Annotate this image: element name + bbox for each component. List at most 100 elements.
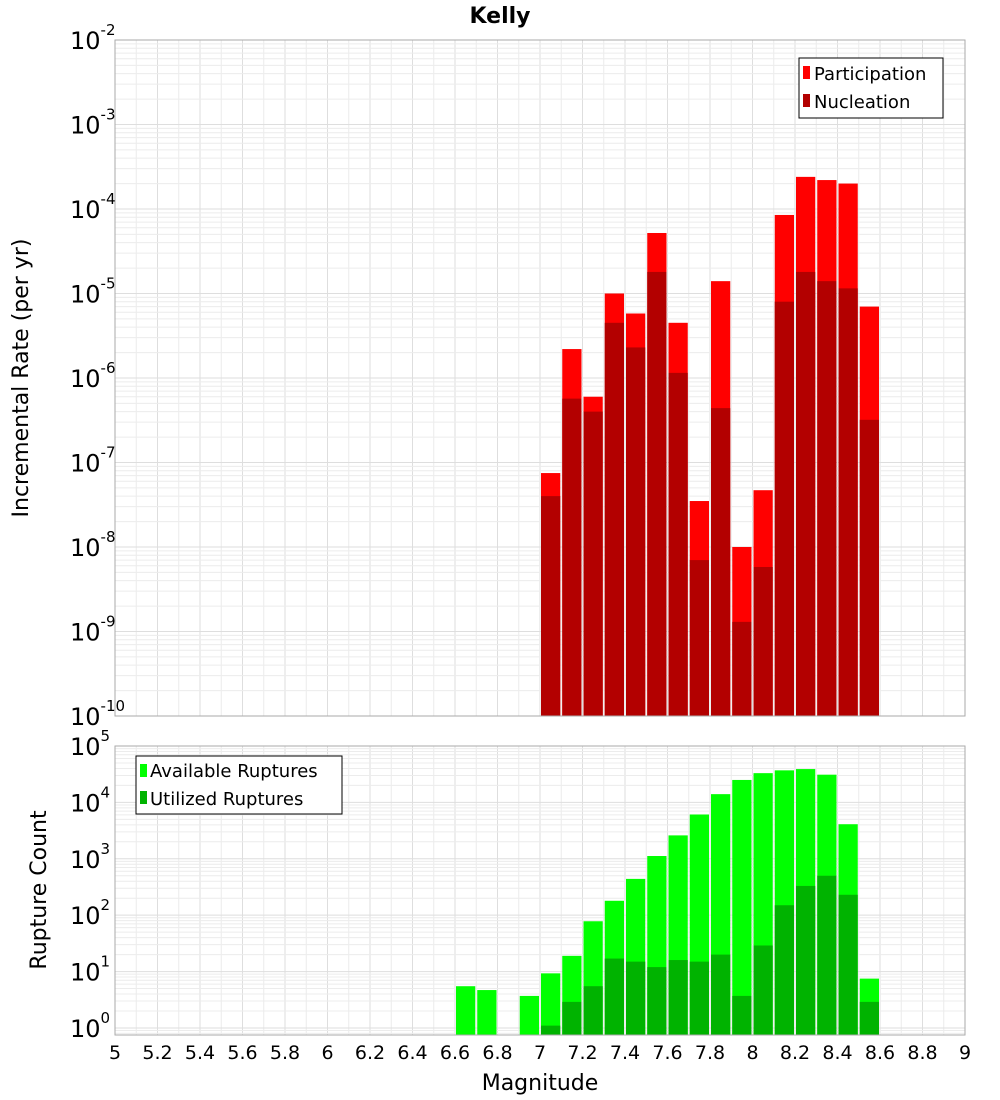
bottom-legend-box [135, 755, 343, 815]
legend-label-available: Available Ruptures [150, 761, 318, 782]
top-bar-b [668, 372, 688, 716]
top-bar-b [647, 271, 667, 716]
legend-swatch-participation [803, 66, 810, 79]
bottom-bar-b [604, 958, 624, 1035]
bottom-bar-b [541, 1025, 561, 1035]
top-y-tick-label: 10-3 [70, 106, 116, 140]
top-legend: Participation Nucleation [798, 57, 944, 119]
bottom-y-axis-label: Rupture Count [27, 810, 52, 970]
top-y-tick-label: 10-7 [70, 444, 116, 478]
x-tick-label: 6.6 [440, 1042, 470, 1064]
top-y-tick-label: 10-2 [70, 21, 116, 55]
legend-swatch-utilized [140, 791, 147, 804]
top-panel: 10-10 10-9 10-8 10-7 10-6 10-5 10-4 10-3 10-2 In… [9, 21, 966, 731]
bottom-bar-b [859, 1001, 879, 1035]
bottom-bar-a [477, 990, 497, 1035]
legend-label-participation: Participation [814, 64, 926, 85]
top-bar-b [562, 398, 582, 716]
x-tick-label: 5.2 [142, 1042, 172, 1064]
x-tick-label: 6.8 [482, 1042, 512, 1064]
bottom-y-tick-label: 101 [70, 953, 110, 987]
top-y-tick-label: 10-8 [70, 528, 116, 562]
x-tick-label: 8.8 [907, 1042, 937, 1064]
legend-swatch-available [140, 764, 147, 777]
x-tick-label: 7.8 [695, 1042, 725, 1064]
bottom-bar-b [774, 905, 794, 1035]
top-y-tick-label: 10-6 [70, 359, 116, 393]
bottom-bar-a [732, 779, 752, 1035]
top-bar-b [732, 621, 752, 716]
bottom-y-tick-label: 104 [70, 783, 110, 817]
x-tick-label: 5.6 [227, 1042, 257, 1064]
bottom-y-ticks: 100 101 102 103 104 105 [70, 727, 110, 1043]
top-bar-b [711, 408, 731, 716]
bottom-bar-b [562, 1001, 582, 1035]
bottom-bar-b [817, 875, 837, 1035]
bottom-bar-b [796, 885, 816, 1035]
top-bar-b [753, 566, 773, 716]
chart-title: Kelly [469, 4, 530, 29]
top-bar-b [817, 281, 837, 716]
top-y-ticks: 10-10 10-9 10-8 10-7 10-6 10-5 10-4 10-3 10-2 [70, 21, 125, 731]
bottom-bar-b [689, 961, 709, 1035]
bottom-bar-b [711, 954, 731, 1035]
x-tick-label: 5.8 [270, 1042, 300, 1064]
bottom-y-tick-label: 105 [70, 727, 110, 761]
legend-label-utilized: Utilized Ruptures [150, 789, 303, 810]
bottom-bar-a [519, 995, 539, 1035]
top-y-tick-label: 10-9 [70, 613, 116, 647]
x-tick-label: 8.6 [865, 1042, 895, 1064]
bottom-legend: Available Ruptures Utilized Ruptures [135, 755, 343, 815]
top-plot-frame [114, 39, 966, 717]
x-ticks: 5 5.2 5.4 5.6 5.8 6 6.2 6.4 6.6 6.8 7 7.2 7.4 7.6 7.8 8… [109, 1042, 971, 1064]
x-tick-label: 8.2 [780, 1042, 810, 1064]
bottom-bar-b [732, 995, 752, 1035]
bottom-y-tick-label: 100 [70, 1009, 110, 1043]
top-bar-b [541, 496, 561, 716]
top-bar-b [774, 301, 794, 716]
top-bar-b [796, 271, 816, 716]
bottom-bar-b [647, 967, 667, 1035]
top-bars [541, 176, 879, 717]
top-bar-b [604, 322, 624, 716]
x-tick-label: 6.2 [355, 1042, 385, 1064]
top-y-tick-label: 10-5 [70, 275, 116, 309]
top-y-tick-label: 10-4 [70, 190, 116, 224]
legend-swatch-nucleation [803, 94, 810, 107]
x-tick-label: 7.6 [652, 1042, 682, 1064]
bottom-bar-a [456, 986, 476, 1035]
x-tick-label: 7.4 [610, 1042, 640, 1064]
top-bar-b [859, 419, 879, 716]
x-tick-label: 8 [746, 1042, 758, 1064]
x-tick-label: 5 [109, 1042, 121, 1064]
bottom-bar-b [583, 986, 603, 1035]
x-tick-label: 6.4 [397, 1042, 427, 1064]
top-bar-b [838, 288, 858, 716]
legend-label-nucleation: Nucleation [814, 92, 910, 113]
bottom-plot-frame [114, 745, 966, 1036]
bottom-bar-a [541, 973, 561, 1035]
top-y-axis-label: Incremental Rate (per yr) [9, 239, 34, 518]
x-tick-label: 7.2 [567, 1042, 597, 1064]
x-tick-label: 5.4 [185, 1042, 215, 1064]
bottom-panel: 100 101 102 103 104 105 5 5.2 5.4 5.6 5.8 6 6.2 6.4 6… [27, 727, 971, 1096]
x-tick-label: 7 [534, 1042, 546, 1064]
top-y-tick-label: 10-10 [70, 697, 125, 731]
x-tick-label: 6 [321, 1042, 333, 1064]
top-legend-box [798, 57, 944, 119]
bottom-bar-b [668, 960, 688, 1035]
top-bar-b [583, 411, 603, 716]
bottom-bars [456, 769, 879, 1035]
bottom-bar-b [753, 945, 773, 1035]
top-grid [114, 40, 966, 717]
bottom-y-tick-label: 103 [70, 840, 110, 874]
bottom-bar-b [626, 961, 646, 1035]
top-bar-b [689, 560, 709, 716]
x-tick-label: 8.4 [822, 1042, 852, 1064]
x-axis-label: Magnitude [482, 1071, 599, 1096]
x-tick-label: 9 [959, 1042, 971, 1064]
bottom-bar-b [838, 894, 858, 1035]
bottom-y-tick-label: 102 [70, 896, 110, 930]
top-bar-b [626, 347, 646, 716]
